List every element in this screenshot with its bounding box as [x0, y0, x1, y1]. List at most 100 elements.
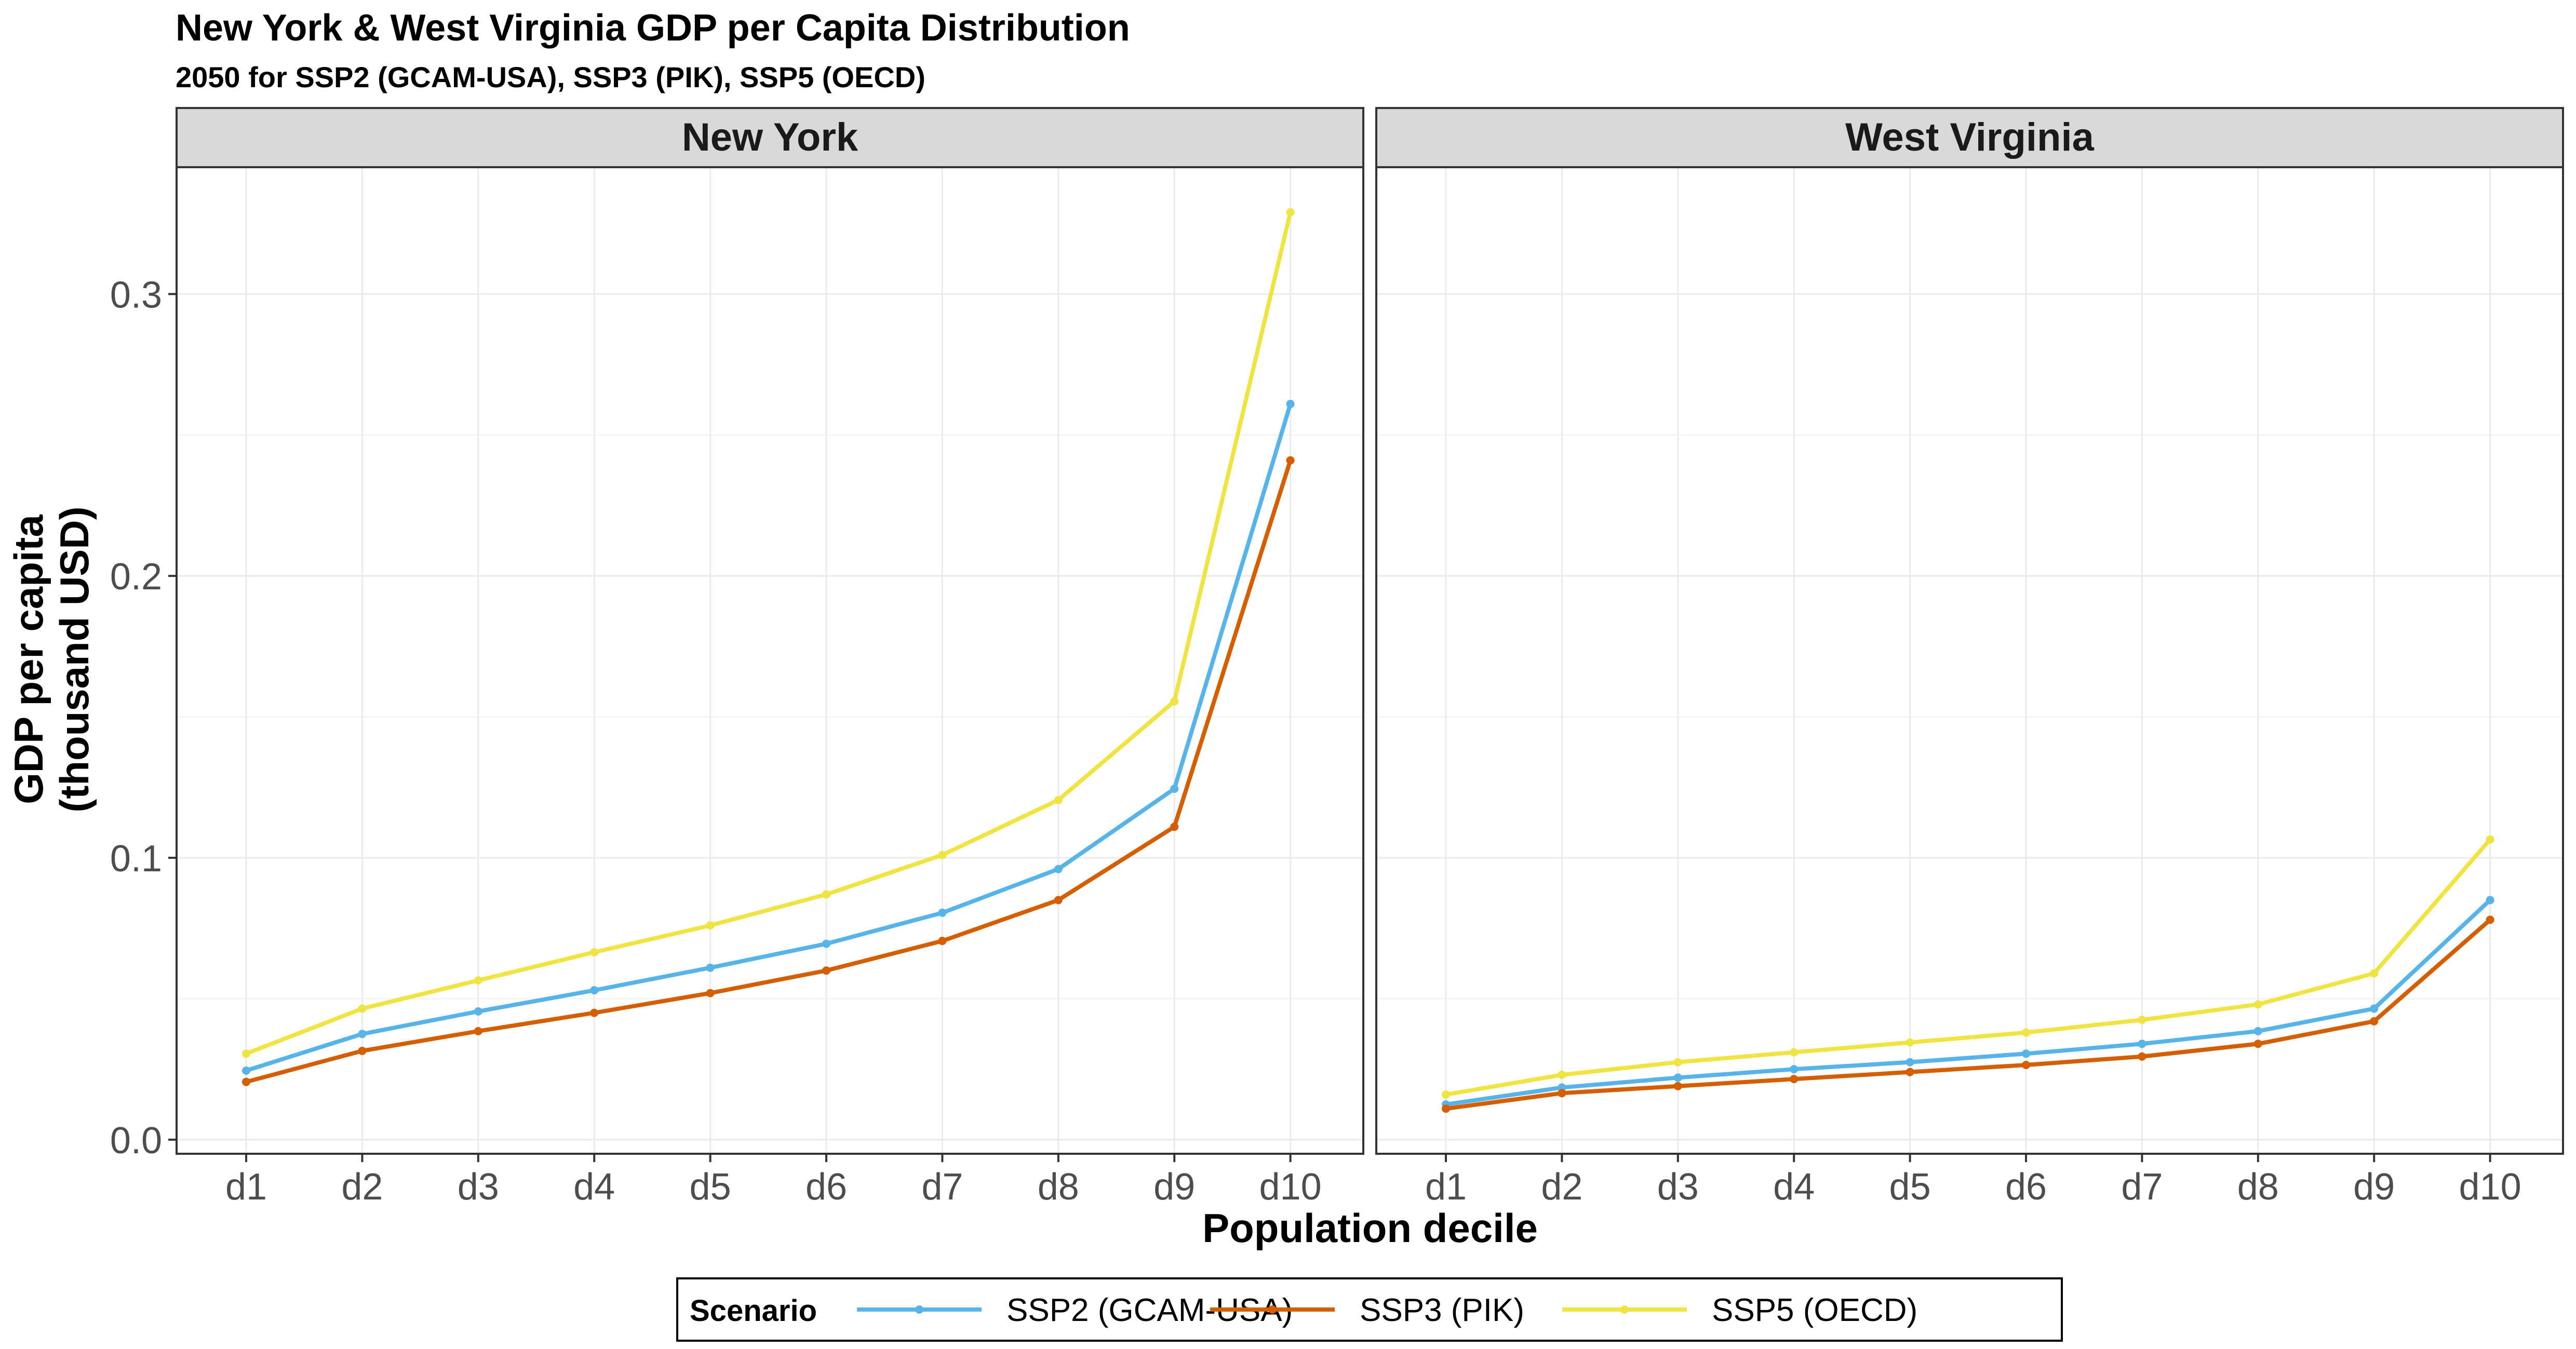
data-point: [2138, 1052, 2146, 1061]
data-point: [2370, 1004, 2379, 1013]
data-point: [1286, 400, 1295, 408]
data-point: [2022, 1028, 2030, 1037]
data-point: [2486, 896, 2494, 905]
data-point: [1170, 822, 1179, 831]
data-point: [2253, 1027, 2262, 1035]
legend-entries: SSP2 (GCAM-USA) SSP3 (PIK) SSP5 (OECD): [857, 1292, 1917, 1328]
data-point: [1790, 1065, 1799, 1074]
data-point: [2022, 1049, 2030, 1058]
data-point: [1170, 785, 1179, 793]
data-point: [1906, 1058, 1914, 1067]
data-point: [1054, 865, 1063, 873]
facet-strip-label: New York: [682, 115, 858, 159]
series-line: [245, 403, 1293, 1073]
data-point: [358, 1004, 367, 1013]
data-point: [2253, 1040, 2262, 1048]
data-point: [938, 851, 947, 859]
data-point: [1906, 1068, 1914, 1076]
facet-panels: New York d1 d2 d3 d4 d5 d6 d7 d8 d9 d10 West Virgin…: [176, 107, 2564, 1208]
series-line: [1445, 898, 2492, 1107]
data-point: [1054, 896, 1063, 905]
facet-strip-label: West Virginia: [1845, 115, 2094, 159]
facet-strip: [1375, 107, 2564, 168]
legend-label: SSP5 (OECD): [1712, 1292, 1917, 1328]
data-point: [2486, 835, 2494, 844]
series-line: [1445, 918, 2492, 1111]
data-point: [1442, 1090, 1450, 1099]
legend-title: Scenario: [690, 1294, 817, 1328]
x-tick-label: d6: [2005, 1166, 2047, 1208]
data-point: [938, 937, 947, 946]
y-axis: 0.0 0.1 0.2 0.3: [110, 274, 177, 1162]
facet-panel-west-virginia: West Virginia d1 d2 d3 d4 d5 d6 d7 d8 d9 d10: [1375, 107, 2564, 1208]
x-tick-label: d3: [1657, 1166, 1699, 1208]
data-point: [1286, 456, 1295, 465]
data-point: [590, 948, 599, 956]
y-tick-label: 0.2: [110, 556, 162, 598]
data-point: [2138, 1016, 2146, 1024]
data-point: [1790, 1048, 1799, 1057]
data-point: [474, 1007, 482, 1016]
data-point: [2486, 915, 2494, 924]
data-point: [590, 1008, 599, 1017]
x-tick-label: d10: [1259, 1166, 1322, 1208]
data-point: [242, 1066, 250, 1075]
data-point: [358, 1030, 367, 1038]
panel-border: [1375, 166, 2564, 1155]
data-point: [358, 1046, 367, 1055]
panel-border: [176, 166, 1364, 1155]
y-tick-label: 0.0: [110, 1120, 162, 1162]
y-tick-label: 0.3: [110, 274, 162, 316]
data-point: [1673, 1073, 1682, 1082]
data-point: [1673, 1058, 1682, 1067]
legend-label: SSP3 (PIK): [1360, 1292, 1524, 1328]
data-point: [822, 966, 830, 975]
data-point: [2138, 1040, 2146, 1048]
x-tick-label: d7: [2121, 1166, 2163, 1208]
x-tick-label: d8: [2237, 1166, 2279, 1208]
panel-background: [177, 167, 1363, 1154]
data-point: [938, 908, 947, 917]
data-point: [1558, 1089, 1566, 1098]
x-axis-title: Population decile: [1202, 1205, 1538, 1251]
facet-panel-new-york: New York d1 d2 d3 d4 d5 d6 d7 d8 d9 d10: [176, 107, 1364, 1208]
legend-key-point: [915, 1305, 923, 1314]
x-tick-label: d1: [1425, 1166, 1467, 1208]
data-point: [2022, 1061, 2030, 1069]
x-tick-label: d4: [573, 1166, 615, 1208]
data-point: [1286, 208, 1295, 217]
data-point: [242, 1049, 250, 1058]
data-point: [706, 921, 715, 930]
x-tick-label: d5: [690, 1166, 731, 1208]
data-point: [1054, 795, 1063, 804]
data-point: [706, 989, 715, 997]
x-tick-label: d8: [1038, 1166, 1079, 1208]
data-point: [2253, 1000, 2262, 1009]
y-axis-title-line2: (thousand USD): [51, 506, 97, 812]
x-tick-label: d4: [1773, 1166, 1815, 1208]
chart-subtitle: 2050 for SSP2 (GCAM-USA), SSP3 (PIK), SS…: [176, 61, 925, 93]
series-line: [245, 211, 1293, 1056]
x-tick-label: d2: [341, 1166, 383, 1208]
series-line: [1445, 838, 2492, 1097]
data-point: [2370, 1017, 2379, 1026]
data-point: [822, 939, 830, 948]
x-tick-label: d9: [1153, 1166, 1195, 1208]
x-tick-label: d10: [2459, 1166, 2521, 1208]
facet-strip: [176, 107, 1364, 168]
data-point: [474, 976, 482, 985]
y-axis-title-line1: GDP per capita: [6, 515, 51, 804]
data-point: [1442, 1104, 1450, 1113]
data-point: [474, 1027, 482, 1035]
data-point: [1558, 1071, 1566, 1079]
chart-title: New York & West Virginia GDP per Capita …: [176, 7, 1130, 49]
legend-key-point: [1268, 1305, 1277, 1314]
legend-entry: SSP3 (PIK): [1210, 1292, 1524, 1328]
x-tick-label: d2: [1541, 1166, 1582, 1208]
series-line: [245, 460, 1293, 1084]
x-tick-label: d1: [225, 1166, 267, 1208]
legend-entry: SSP5 (OECD): [1562, 1292, 1917, 1328]
x-tick-label: d9: [2353, 1166, 2395, 1208]
data-point: [1673, 1082, 1682, 1090]
